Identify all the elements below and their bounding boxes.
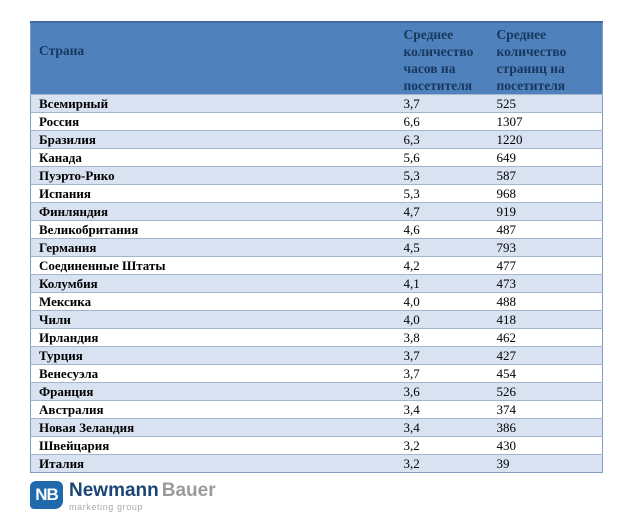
table-body: Всемирный 3,7 525 Россия 6,6 1307 Бразилия 6,3 1… xyxy=(30,94,603,473)
pages-cell: 39 xyxy=(494,454,603,473)
country-cell: Испания xyxy=(30,184,402,203)
table-header: Страна Среднее количество часов на посет… xyxy=(30,22,603,95)
table-row: Германия 4,5 793 xyxy=(30,238,603,257)
nb-logo-icon: NB xyxy=(30,481,63,509)
column-header-hours: Среднее количество часов на посетителя xyxy=(401,22,495,95)
pages-cell: 525 xyxy=(494,94,603,113)
logo-name-secondary: Bauer xyxy=(161,480,216,501)
pages-cell: 919 xyxy=(494,202,603,221)
country-cell: Чили xyxy=(30,310,402,329)
country-cell: Колумбия xyxy=(30,274,402,293)
pages-cell: 374 xyxy=(494,400,603,419)
pages-cell: 418 xyxy=(494,310,603,329)
hours-cell: 3,4 xyxy=(401,400,495,419)
table-row: Мексика 4,0 488 xyxy=(30,292,603,311)
table-row: Швейцария 3,2 430 xyxy=(30,436,603,455)
country-cell: Мексика xyxy=(30,292,402,311)
hours-cell: 4,7 xyxy=(401,202,495,221)
table-row: Бразилия 6,3 1220 xyxy=(30,130,603,149)
newmann-bauer-logo: NB Newmann Bauer marketing group xyxy=(30,481,216,512)
hours-cell: 3,7 xyxy=(401,346,495,365)
table-row: Франция 3,6 526 xyxy=(30,382,603,401)
country-cell: Италия xyxy=(30,454,402,473)
country-cell: Финляндия xyxy=(30,202,402,221)
hours-cell: 6,3 xyxy=(401,130,495,149)
column-header-country: Страна xyxy=(30,22,402,95)
country-cell: Канада xyxy=(30,148,402,167)
hours-cell: 4,0 xyxy=(401,310,495,329)
table-row: Ирландия 3,8 462 xyxy=(30,328,603,347)
hours-cell: 4,6 xyxy=(401,220,495,239)
country-cell: Россия xyxy=(30,112,402,131)
pages-cell: 649 xyxy=(494,148,603,167)
pages-cell: 1220 xyxy=(494,130,603,149)
logo-wordmark: Newmann Bauer xyxy=(69,481,216,501)
pages-cell: 487 xyxy=(494,220,603,239)
table-row: Россия 6,6 1307 xyxy=(30,112,603,131)
hours-cell: 4,0 xyxy=(401,292,495,311)
table-row: Великобритания 4,6 487 xyxy=(30,220,603,239)
pages-cell: 587 xyxy=(494,166,603,185)
table-row: Финляндия 4,7 919 xyxy=(30,202,603,221)
table-row: Всемирный 3,7 525 xyxy=(30,94,603,113)
table-row: Турция 3,7 427 xyxy=(30,346,603,365)
table-row: Соединенные Штаты 4,2 477 xyxy=(30,256,603,275)
hours-cell: 3,2 xyxy=(401,454,495,473)
logo-tagline: marketing group xyxy=(69,502,144,512)
table-row: Италия 3,2 39 xyxy=(30,454,603,473)
country-cell: Швейцария xyxy=(30,436,402,455)
hours-cell: 3,4 xyxy=(401,418,495,437)
table-row: Пуэрто-Рико 5,3 587 xyxy=(30,166,603,185)
pages-cell: 488 xyxy=(494,292,603,311)
table-row: Австралия 3,4 374 xyxy=(30,400,603,419)
pages-cell: 430 xyxy=(494,436,603,455)
country-cell: Австралия xyxy=(30,400,402,419)
hours-cell: 5,3 xyxy=(401,184,495,203)
country-cell: Пуэрто-Рико xyxy=(30,166,402,185)
pages-cell: 526 xyxy=(494,382,603,401)
country-cell: Германия xyxy=(30,238,402,257)
country-cell: Новая Зеландия xyxy=(30,418,402,437)
hours-cell: 3,8 xyxy=(401,328,495,347)
table-row: Чили 4,0 418 xyxy=(30,310,603,329)
visitor-statistics-table: Страна Среднее количество часов на посет… xyxy=(30,21,603,473)
hours-cell: 3,7 xyxy=(401,364,495,383)
hours-cell: 4,1 xyxy=(401,274,495,293)
country-cell: Соединенные Штаты xyxy=(30,256,402,275)
country-cell: Ирландия xyxy=(30,328,402,347)
table-row: Новая Зеландия 3,4 386 xyxy=(30,418,603,437)
pages-cell: 1307 xyxy=(494,112,603,131)
pages-cell: 386 xyxy=(494,418,603,437)
column-header-pages: Среднее количество страниц на посетителя xyxy=(494,22,603,95)
country-cell: Венесуэла xyxy=(30,364,402,383)
hours-cell: 6,6 xyxy=(401,112,495,131)
table-row: Испания 5,3 968 xyxy=(30,184,603,203)
pages-cell: 477 xyxy=(494,256,603,275)
hours-cell: 3,6 xyxy=(401,382,495,401)
pages-cell: 462 xyxy=(494,328,603,347)
country-cell: Всемирный xyxy=(30,94,402,113)
table-row: Венесуэла 3,7 454 xyxy=(30,364,603,383)
logo-text-block: Newmann Bauer marketing group xyxy=(69,481,216,513)
country-cell: Великобритания xyxy=(30,220,402,239)
country-cell: Турция xyxy=(30,346,402,365)
hours-cell: 4,2 xyxy=(401,256,495,275)
pages-cell: 427 xyxy=(494,346,603,365)
pages-cell: 473 xyxy=(494,274,603,293)
pages-cell: 454 xyxy=(494,364,603,383)
country-cell: Франция xyxy=(30,382,402,401)
pages-cell: 968 xyxy=(494,184,603,203)
table-row: Канада 5,6 649 xyxy=(30,148,603,167)
hours-cell: 5,3 xyxy=(401,166,495,185)
table-row: Колумбия 4,1 473 xyxy=(30,274,603,293)
pages-cell: 793 xyxy=(494,238,603,257)
hours-cell: 5,6 xyxy=(401,148,495,167)
hours-cell: 3,7 xyxy=(401,94,495,113)
country-cell: Бразилия xyxy=(30,130,402,149)
logo-name-primary: Newmann xyxy=(69,480,159,501)
hours-cell: 4,5 xyxy=(401,238,495,257)
table-header-row: Страна Среднее количество часов на посет… xyxy=(30,22,603,95)
hours-cell: 3,2 xyxy=(401,436,495,455)
